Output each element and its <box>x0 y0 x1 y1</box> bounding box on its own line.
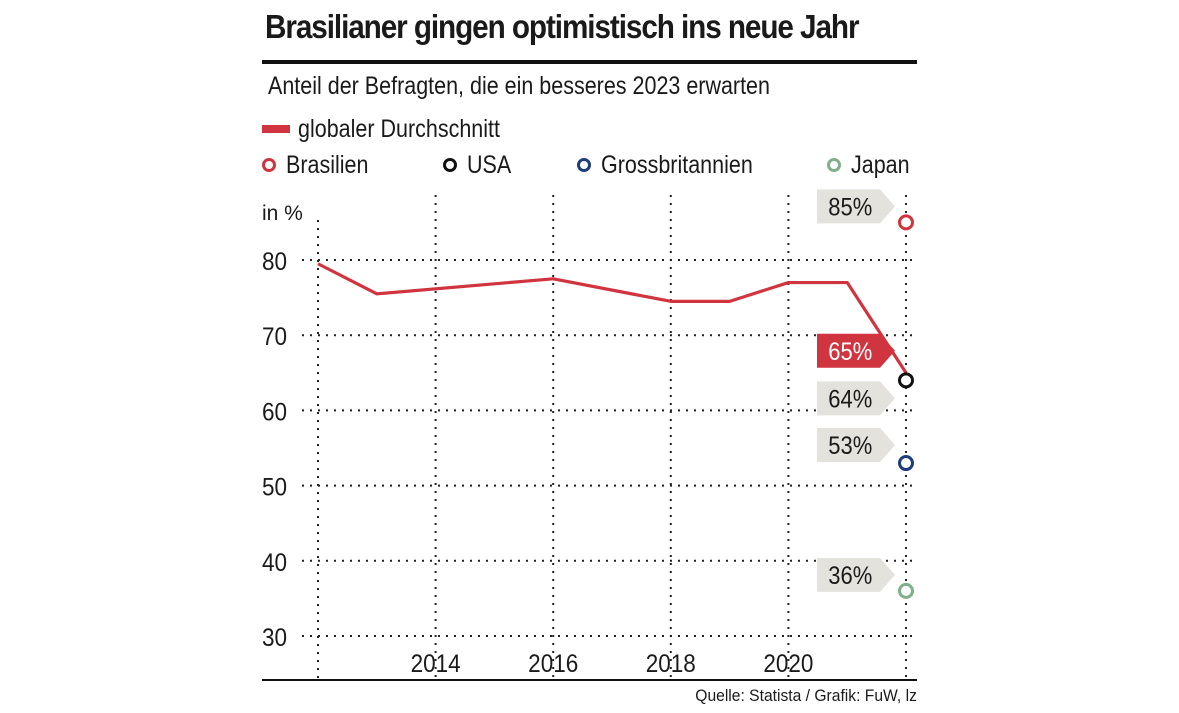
legend-marker-usa <box>443 158 457 172</box>
data-label-usa-text: 64% <box>828 385 872 413</box>
legend-item-grossbritannien: Grossbritannien <box>577 148 777 182</box>
data-label-global-65-text: 65% <box>828 338 872 366</box>
y-tick-label-70: 70 <box>262 323 287 351</box>
data-label-brasilien-group: 85% <box>817 189 895 224</box>
series-line-global-average <box>317 262 908 374</box>
legend-line-swatch <box>262 125 290 133</box>
data-label-japan-group: 36% <box>817 557 895 592</box>
data-label-japan-box <box>817 557 895 592</box>
legend-item-global: globaler Durchschnitt <box>262 112 533 146</box>
x-tick-label-2014: 2014 <box>411 650 461 678</box>
data-label-brasilien-text: 85% <box>828 193 872 221</box>
legend-item-usa: USA <box>443 148 518 182</box>
legend-marker-japan <box>827 158 841 172</box>
data-label-brasilien-box <box>817 189 895 224</box>
legend-item-japan: Japan <box>827 148 919 182</box>
y-tick-label-50: 50 <box>262 474 287 502</box>
legend-label-brasilien: Brasilien <box>286 150 369 179</box>
legend-marker-grossbritannien <box>577 158 591 172</box>
data-label-grossbritannien-text: 53% <box>828 432 872 460</box>
data-label-global-65-box <box>817 333 895 368</box>
x-tick-label-2018: 2018 <box>646 650 696 678</box>
chart-title: Brasilianer gingen optimistisch ins neue… <box>265 8 860 45</box>
series-layer <box>317 262 908 374</box>
data-label-usa-box <box>817 381 895 416</box>
data-label-grossbritannien-box <box>817 428 895 463</box>
data-label-japan-text: 36% <box>828 562 872 590</box>
legend-label-japan: Japan <box>851 150 910 179</box>
legend-label-grossbritannien: Grossbritannien <box>601 150 753 179</box>
data-label-global-65-group: 65% <box>817 333 895 368</box>
title-divider <box>262 60 917 64</box>
point-marks: 65% 85% 64% 53% 36% <box>817 189 914 599</box>
legend-label-usa: USA <box>467 150 512 179</box>
legend-label-global: globaler Durchschnitt <box>298 114 500 143</box>
data-label-usa-group: 64% <box>817 381 895 416</box>
legend-item-brasilien: Brasilien <box>262 148 382 182</box>
x-tick-label-2016: 2016 <box>528 650 578 678</box>
point-marker-japan <box>898 582 914 599</box>
point-marker-brasilien <box>898 214 914 231</box>
y-tick-label-60: 60 <box>262 398 287 426</box>
y-axis-unit-label: in % <box>262 202 303 225</box>
legend-marker-brasilien <box>262 158 276 172</box>
source-note: Quelle: Statista / Grafik: FuW, lz <box>695 686 917 705</box>
y-tick-label-80: 80 <box>262 248 287 276</box>
data-label-grossbritannien-group: 53% <box>817 428 895 463</box>
point-marker-grossbritannien <box>898 455 914 472</box>
axes: 30 40 50 60 70 80 2014 2016 2018 2020 in % <box>262 202 917 681</box>
chart-subtitle: Anteil der Befragten, die ein besseres 2… <box>268 72 770 100</box>
x-tick-label-2020: 2020 <box>763 650 813 678</box>
y-tick-label-30: 30 <box>262 624 287 652</box>
grid-lines <box>302 195 917 678</box>
y-tick-label-40: 40 <box>262 549 287 577</box>
point-marker-usa <box>898 372 914 389</box>
